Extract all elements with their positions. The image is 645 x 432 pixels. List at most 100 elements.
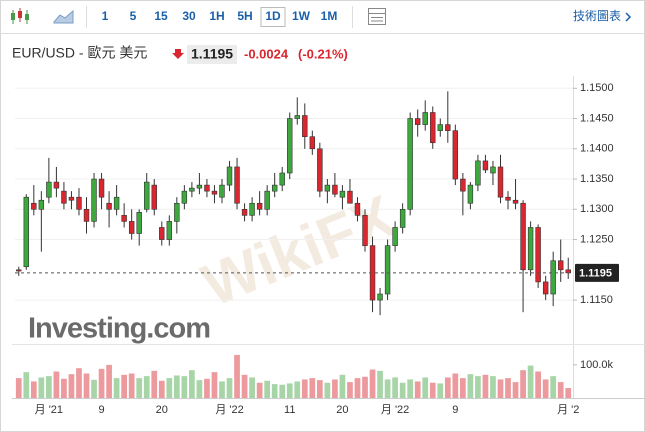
volume-bar [219, 381, 225, 398]
candle-icon[interactable] [11, 8, 29, 24]
volume-bar [407, 379, 414, 398]
x-tick-label: 20 [156, 404, 168, 416]
last-price-label: 1.1195 [579, 268, 612, 280]
volume-bar [497, 379, 504, 398]
candle-body [407, 118, 413, 210]
volume-tick-label: 100.0k [580, 359, 614, 371]
candle-body [196, 184, 203, 189]
candle-body [38, 199, 45, 210]
candle-body [354, 202, 361, 216]
candle-body [61, 190, 67, 204]
x-tick-label: 月 '2 [557, 404, 579, 416]
candle-body [264, 190, 270, 210]
interval-button[interactable]: 1W [292, 9, 311, 23]
x-tick-label: 月 '21 [35, 404, 63, 416]
change: -0.0024 [244, 46, 289, 61]
candle-body [317, 148, 323, 192]
volume-bar [505, 378, 511, 398]
candle-body [520, 202, 526, 271]
investing-logo: Investing.com [28, 313, 210, 345]
down-arrow [172, 49, 184, 59]
y-tick-label: 1.1300 [580, 203, 614, 215]
candle-body [53, 181, 60, 189]
interval-button[interactable]: 5H [237, 9, 252, 23]
table-icon[interactable] [368, 8, 386, 25]
candle-body [181, 190, 188, 204]
volume-bar [226, 378, 233, 398]
candle-body [166, 221, 173, 240]
volume-bar [520, 370, 526, 398]
volume-bar [158, 380, 165, 398]
volume-bar [15, 378, 22, 398]
candle-body [219, 184, 225, 198]
candle-body [490, 166, 496, 174]
candle-body [46, 181, 52, 198]
interval-button[interactable]: 5 [130, 9, 137, 23]
candle-body [189, 187, 195, 192]
candle-body [332, 184, 338, 195]
volume-bar [362, 376, 368, 398]
volume-bar [173, 375, 180, 398]
interval-button[interactable]: 15 [154, 9, 168, 23]
x-tick-label: 月 '22 [381, 404, 409, 416]
candle-body [226, 166, 233, 186]
candle-body [399, 209, 406, 228]
interval-button[interactable]: 1H [209, 9, 224, 23]
volume-bar [264, 380, 271, 398]
volume-bar [557, 382, 564, 398]
candle-body [414, 118, 421, 125]
volume-bar [106, 364, 112, 398]
interval-button[interactable]: 1D [265, 9, 281, 23]
interval-button[interactable]: 1 [102, 9, 109, 23]
volume-bar [61, 378, 67, 398]
volume-bar [211, 372, 218, 398]
volume-bar [189, 370, 195, 398]
volume-bar [316, 380, 323, 398]
volume-bar [98, 368, 105, 398]
candle-body [527, 227, 534, 271]
volume-bar [324, 382, 331, 398]
volume-bar [414, 381, 421, 398]
candle-body [128, 221, 135, 234]
volume-bar [512, 382, 519, 398]
volume-bar [196, 380, 203, 398]
candle-body [542, 281, 549, 295]
volume-bar [467, 374, 474, 398]
area-icon[interactable] [53, 9, 74, 24]
x-tick-label: 月 '22 [215, 404, 243, 416]
candle-body [535, 227, 541, 283]
link-arrow [625, 12, 632, 22]
volume-bar [444, 377, 451, 398]
candle-body [422, 112, 428, 125]
candle-body [271, 184, 278, 192]
y-tick-label: 1.1450 [580, 112, 614, 124]
volume-bar [369, 369, 376, 398]
volume-bar [23, 372, 30, 398]
volume-bar [377, 370, 383, 398]
volume-bar [527, 365, 534, 398]
volume-bar [76, 368, 82, 398]
interval-button[interactable]: 30 [182, 9, 196, 23]
volume-bar [294, 381, 301, 398]
volume-bar [550, 376, 557, 398]
y-tick-label: 1.1500 [580, 82, 614, 94]
candle-body [76, 196, 82, 210]
candle-body [106, 202, 112, 210]
volume-bar [286, 383, 293, 398]
interval-button[interactable]: 1M [321, 9, 338, 23]
volume-bar [234, 354, 240, 398]
volume-bar [151, 370, 158, 398]
candle-body [31, 202, 37, 210]
tech-chart-link[interactable]: 技術圖表 [573, 9, 621, 23]
volume-bar [143, 376, 150, 398]
candle-body [121, 215, 127, 222]
volume-bar [475, 376, 481, 398]
volume-bar [53, 371, 60, 398]
candle-body [558, 260, 564, 271]
candle-body [497, 166, 504, 198]
candle-body [174, 202, 180, 222]
volume-bar [30, 381, 37, 398]
selected-interval [260, 7, 286, 27]
